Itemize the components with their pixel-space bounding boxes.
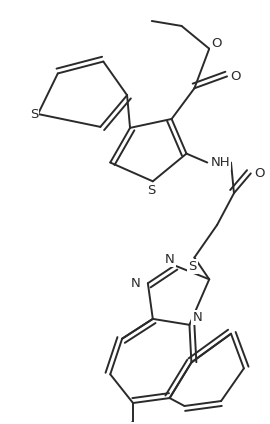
Text: N: N — [193, 311, 202, 324]
Text: S: S — [147, 184, 155, 197]
Text: S: S — [188, 260, 197, 273]
Text: O: O — [254, 167, 265, 180]
Text: N: N — [131, 277, 141, 290]
Text: N: N — [165, 253, 174, 266]
Text: S: S — [30, 108, 38, 120]
Text: NH: NH — [210, 156, 230, 169]
Text: O: O — [231, 70, 241, 83]
Text: O: O — [211, 37, 221, 50]
